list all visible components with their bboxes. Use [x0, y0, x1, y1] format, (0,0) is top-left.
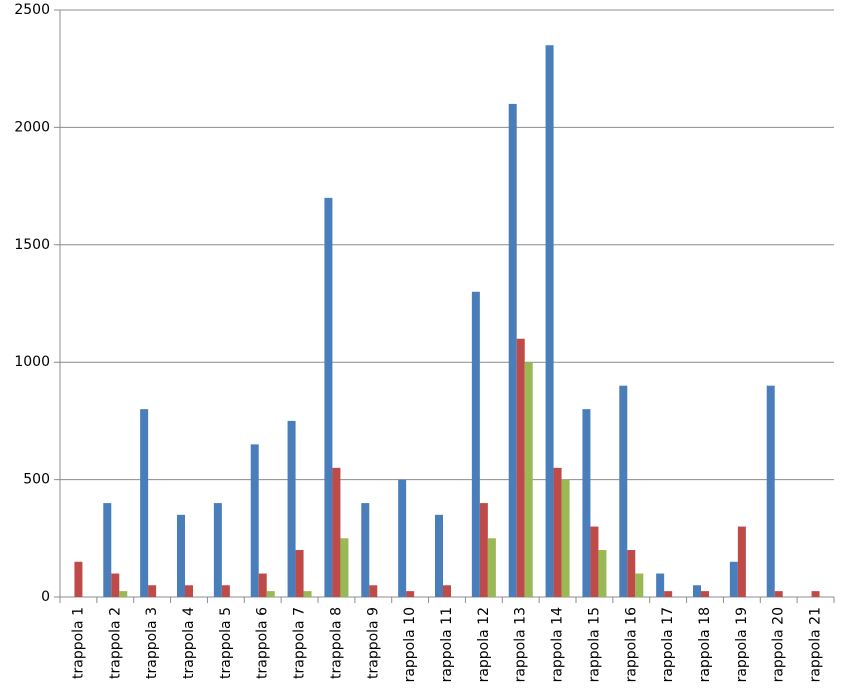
bar: [103, 503, 112, 597]
bar: [213, 503, 222, 597]
bar: [250, 444, 259, 597]
bar: [545, 45, 554, 598]
bar: [185, 585, 193, 597]
x-tick-label: trappola 6: [255, 607, 271, 679]
x-tick-label: rappola 21: [808, 607, 824, 682]
bar: [811, 591, 820, 597]
bar: [582, 409, 591, 597]
bar: [111, 573, 120, 597]
bar: [406, 591, 415, 597]
bar: [479, 503, 488, 597]
bar: [619, 385, 628, 597]
x-tick-label: rappola 17: [660, 607, 676, 682]
bar: [553, 467, 562, 597]
bar: [774, 591, 783, 597]
y-tick-label: 1000: [14, 354, 50, 370]
bar: [729, 561, 738, 597]
bar: [701, 591, 709, 597]
x-tick-label: rappola 14: [550, 607, 566, 683]
x-tick-label: trappola 2: [107, 607, 123, 679]
bar: [221, 585, 230, 597]
bar: [737, 526, 746, 597]
bar: [656, 573, 665, 597]
bar: [303, 591, 312, 597]
bar: [443, 585, 451, 597]
bar: [398, 479, 407, 597]
bar: [487, 538, 496, 597]
x-tick-label: rappola 10: [402, 607, 418, 682]
bar: [627, 550, 636, 597]
bar: [435, 514, 443, 597]
bar: [524, 362, 533, 597]
x-tick-label: rappola 12: [476, 607, 492, 682]
bar: [693, 585, 701, 597]
x-tick-label: trappola 5: [218, 607, 234, 679]
bar: [140, 409, 149, 597]
bar: [561, 479, 570, 597]
bar: [74, 561, 83, 597]
bar: [332, 467, 341, 597]
bar: [119, 591, 128, 597]
bar: [361, 503, 370, 597]
bar: [766, 385, 775, 597]
y-tick-label: 2500: [14, 2, 50, 18]
y-tick-label: 0: [41, 589, 50, 605]
bar: [471, 291, 480, 597]
x-tick-label: rappola 11: [439, 607, 455, 682]
bar: [635, 573, 644, 597]
x-tick-label: rappola 20: [771, 607, 787, 682]
x-tick-label: trappola 4: [181, 607, 197, 679]
bar: [266, 591, 275, 597]
y-tick-label: 1500: [14, 237, 50, 253]
bar: [664, 591, 673, 597]
bar: [287, 420, 296, 597]
y-tick-label: 2000: [14, 119, 50, 135]
x-tick-label: rappola 13: [513, 607, 529, 682]
x-tick-label: trappola 7: [292, 607, 308, 679]
bar: [177, 514, 185, 597]
bar: [324, 197, 333, 597]
bar: [258, 573, 267, 597]
x-tick-label: rappola 15: [586, 607, 602, 682]
bar: [369, 585, 378, 597]
x-tick-label: trappola 9: [365, 607, 381, 679]
bar: [516, 338, 525, 597]
x-tick-label: rappola 16: [623, 607, 639, 683]
bar: [295, 550, 304, 597]
x-tick-label: trappola 3: [144, 607, 160, 679]
x-tick-label: trappola 1: [70, 607, 86, 679]
x-tick-label: rappola 18: [697, 607, 713, 682]
y-tick-label: 500: [23, 472, 50, 488]
x-tick-label: trappola 8: [328, 607, 344, 679]
bar: [340, 538, 349, 597]
bar: [590, 526, 599, 597]
bar: [148, 585, 157, 597]
bar: [598, 550, 607, 597]
bar: [508, 103, 517, 598]
x-tick-label: rappola 19: [734, 607, 750, 682]
